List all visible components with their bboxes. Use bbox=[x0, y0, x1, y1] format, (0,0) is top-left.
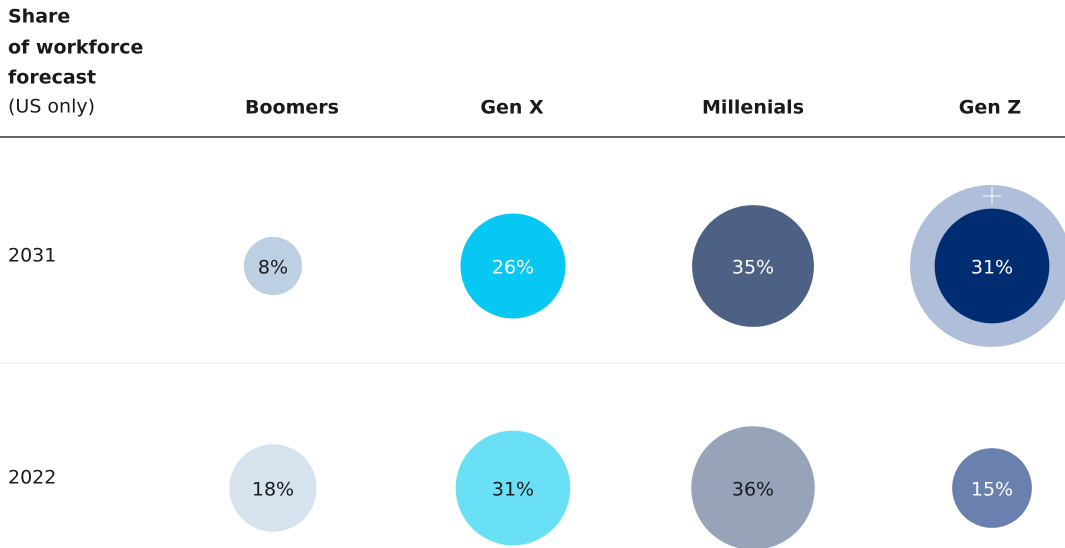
value-label: 31% bbox=[492, 479, 534, 501]
row-label: 2022 bbox=[8, 467, 56, 489]
cursor bbox=[983, 187, 1001, 205]
value-label: 35% bbox=[732, 257, 774, 279]
bubble bbox=[952, 448, 1032, 528]
value-label: 8% bbox=[258, 257, 288, 279]
bubble bbox=[460, 213, 566, 319]
bubble bbox=[691, 426, 815, 548]
column-header: Millenials bbox=[702, 97, 804, 119]
bubble bbox=[229, 444, 317, 532]
chart-title: forecast bbox=[8, 67, 96, 89]
value-label: 18% bbox=[252, 479, 294, 501]
value-label: 31% bbox=[971, 257, 1013, 279]
value-label: 36% bbox=[732, 479, 774, 501]
bubble bbox=[692, 205, 814, 327]
chart-subtitle: (US only) bbox=[8, 96, 95, 118]
bubble bbox=[455, 430, 571, 546]
bubble bbox=[934, 208, 1050, 324]
row-label: 2031 bbox=[8, 245, 56, 267]
chart-title: Share bbox=[8, 6, 70, 28]
column-header: Boomers bbox=[245, 97, 339, 119]
value-label: 26% bbox=[492, 257, 534, 279]
column-header: Gen X bbox=[480, 97, 544, 119]
column-header: Gen Z bbox=[959, 97, 1021, 119]
bubble bbox=[243, 236, 303, 296]
chart-title: of workforce bbox=[8, 37, 143, 59]
value-label: 15% bbox=[971, 479, 1013, 501]
